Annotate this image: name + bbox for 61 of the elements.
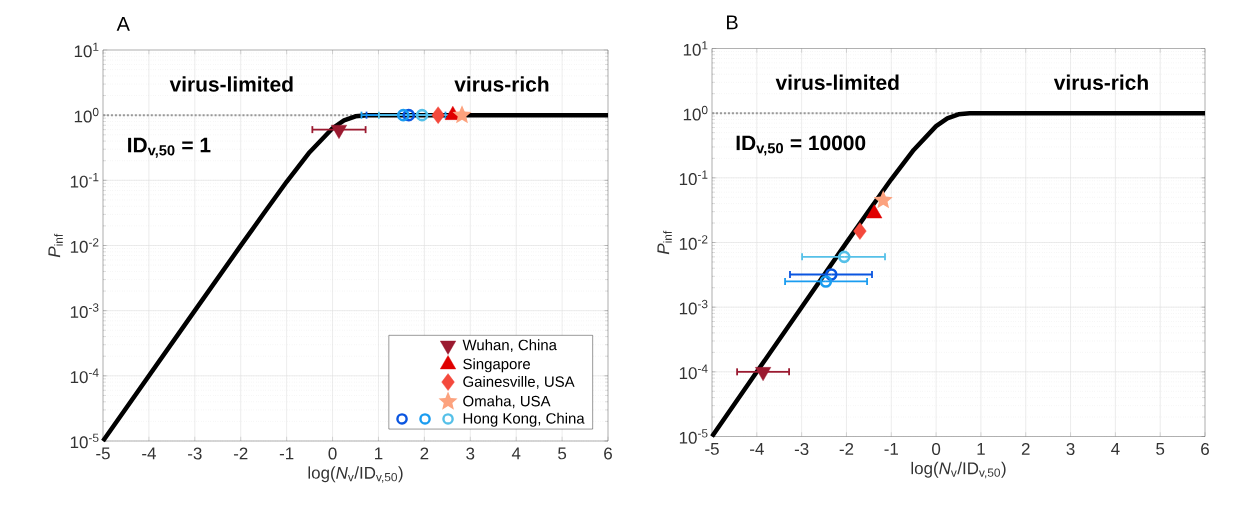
point	[853, 222, 867, 240]
legend-label: Omaha, USA	[463, 395, 551, 409]
x-axis-title: log(N$_{v}$/ID$_{v,50}$)	[308, 466, 403, 483]
annotation: ID$_{v,50}$ = 1	[128, 137, 211, 158]
annotation: virus-rich	[1053, 74, 1148, 90]
point	[819, 275, 833, 288]
x-tick-label: 5	[558, 447, 567, 460]
chart-title: A	[116, 17, 130, 31]
x-tick-label: 3	[466, 447, 475, 460]
x-axis-title: log(N$_{v}$/ID$_{v,50}$)	[911, 461, 1006, 479]
x-tick-label: -4	[142, 447, 156, 460]
annotation: ID$_{v,50}$ = 10000	[736, 135, 866, 156]
annotation: virus-limited	[775, 74, 899, 90]
x-tick-label: -5	[96, 447, 110, 460]
y-tick-label: 10$^{-5}$	[70, 433, 99, 449]
x-tick-label: 3	[1066, 443, 1075, 456]
x-tick-label: -2	[839, 443, 854, 455]
y-tick-label: 10$^{-3}$	[70, 303, 99, 319]
y-tick-label: 10$^{-4}$	[679, 364, 708, 380]
x-tick-label: -4	[750, 443, 764, 455]
y-tick-label: 10$^{0}$	[74, 107, 99, 123]
x-tick-label: -1	[279, 447, 294, 460]
annotation: virus-limited	[169, 76, 293, 92]
x-tick-label: -1	[884, 443, 898, 455]
annotation: virus-rich	[454, 76, 549, 92]
y-tick-label: 10$^{-1}$	[679, 170, 708, 186]
y-tick-label: 10$^{0}$	[683, 105, 708, 121]
legend-label: Gainesville, USA	[463, 375, 575, 389]
x-tick-label: 2	[420, 447, 429, 460]
x-tick-label: 6	[1201, 443, 1209, 456]
x-tick-label: -3	[794, 443, 809, 456]
y-tick-label: 10$^{-3}$	[679, 299, 708, 315]
y-axis-title: P$_{inf}$	[657, 230, 672, 255]
y-tick-label: 10$^{1}$	[74, 42, 99, 58]
x-tick-label: 0	[328, 447, 337, 460]
x-tick-label: -2	[233, 447, 248, 460]
legend-label: Wuhan, China	[462, 339, 557, 353]
point	[866, 204, 883, 219]
legend-label: Singapore	[463, 358, 530, 373]
y-tick-label: 10$^{-2}$	[679, 235, 708, 250]
point	[837, 250, 851, 264]
chart-title: B	[727, 15, 738, 30]
x-tick-label: 4	[1111, 443, 1120, 455]
x-tick-label: -3	[188, 447, 202, 460]
y-tick-label: 10$^{-2}$	[70, 238, 99, 253]
x-tick-label: 6	[604, 447, 612, 460]
legend-label: Hong Kong, China	[463, 412, 585, 427]
y-tick-label: 10$^{-5}$	[679, 429, 708, 444]
point	[755, 367, 772, 382]
x-tick-label: 0	[932, 443, 941, 456]
y-tick-label: 10$^{-1}$	[70, 173, 99, 188]
y-tick-label: 10$^{1}$	[683, 41, 708, 56]
y-tick-label: 10$^{-4}$	[70, 368, 99, 384]
x-tick-label: -5	[705, 443, 719, 455]
x-tick-label: 1	[375, 447, 383, 460]
x-tick-label: 4	[511, 447, 521, 460]
y-axis-title: P$_{inf}$	[48, 233, 63, 258]
x-tick-label: 1	[977, 443, 985, 455]
x-tick-label: 2	[1021, 443, 1030, 455]
x-tick-label: 5	[1156, 443, 1165, 455]
point	[873, 190, 893, 209]
